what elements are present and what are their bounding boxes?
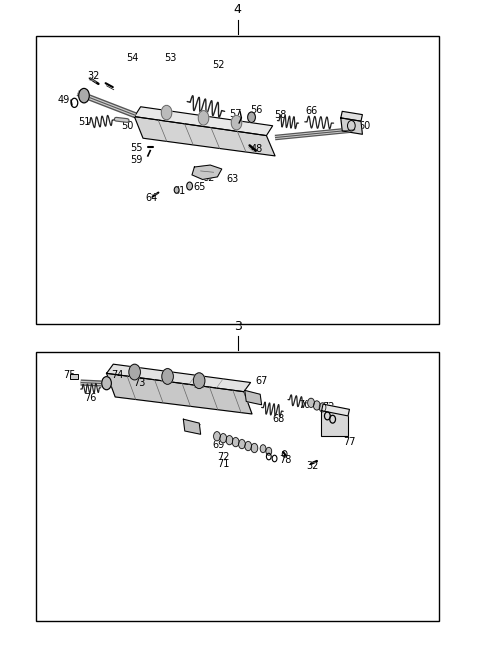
Text: 75: 75 xyxy=(63,369,76,380)
Text: 55: 55 xyxy=(131,143,143,153)
FancyBboxPatch shape xyxy=(321,410,348,436)
Polygon shape xyxy=(107,373,252,414)
Circle shape xyxy=(313,401,320,410)
Text: 59: 59 xyxy=(131,155,143,165)
Text: 60: 60 xyxy=(359,121,371,131)
Circle shape xyxy=(232,438,239,447)
Polygon shape xyxy=(107,364,251,392)
Bar xyxy=(36,352,439,621)
Polygon shape xyxy=(341,118,362,134)
Text: 53: 53 xyxy=(164,52,177,63)
Text: 74: 74 xyxy=(111,369,124,380)
Circle shape xyxy=(198,111,209,125)
Circle shape xyxy=(187,182,192,190)
Text: 58: 58 xyxy=(275,110,287,121)
Text: 71: 71 xyxy=(332,419,345,430)
Text: 70: 70 xyxy=(299,400,311,410)
Text: 3: 3 xyxy=(234,320,241,333)
Circle shape xyxy=(102,377,111,390)
Text: 57: 57 xyxy=(229,109,241,119)
Text: 62: 62 xyxy=(203,173,215,183)
Text: 67: 67 xyxy=(255,376,268,386)
Circle shape xyxy=(319,403,326,412)
Circle shape xyxy=(79,88,89,103)
Circle shape xyxy=(193,373,205,388)
Text: 63: 63 xyxy=(227,174,239,185)
Bar xyxy=(36,36,439,324)
Circle shape xyxy=(129,364,140,380)
Text: 72: 72 xyxy=(217,452,229,462)
Text: 68: 68 xyxy=(272,414,285,424)
Polygon shape xyxy=(134,117,275,156)
Text: 50: 50 xyxy=(121,121,133,131)
Circle shape xyxy=(308,398,314,407)
Circle shape xyxy=(266,447,272,455)
Circle shape xyxy=(251,443,258,453)
Text: 69: 69 xyxy=(212,440,225,451)
Text: 77: 77 xyxy=(343,437,356,447)
Polygon shape xyxy=(192,165,222,179)
Text: 71: 71 xyxy=(217,459,229,470)
Text: 51: 51 xyxy=(78,117,90,127)
Text: 73: 73 xyxy=(133,377,145,388)
Text: 32: 32 xyxy=(307,460,319,471)
Text: 48: 48 xyxy=(251,144,263,155)
Polygon shape xyxy=(341,111,362,121)
Text: 29: 29 xyxy=(193,380,205,390)
Circle shape xyxy=(239,440,245,449)
Circle shape xyxy=(174,187,179,193)
Polygon shape xyxy=(322,404,349,416)
Text: 65: 65 xyxy=(193,182,205,193)
Text: 61: 61 xyxy=(174,186,186,196)
Circle shape xyxy=(220,434,227,443)
Circle shape xyxy=(245,441,252,451)
Polygon shape xyxy=(245,390,262,405)
Text: 56: 56 xyxy=(251,105,263,115)
Text: 66: 66 xyxy=(306,106,318,117)
Text: 78: 78 xyxy=(279,455,292,465)
Text: 52: 52 xyxy=(212,60,225,71)
Text: 64: 64 xyxy=(145,193,157,203)
Circle shape xyxy=(161,105,172,120)
Polygon shape xyxy=(183,419,201,434)
Polygon shape xyxy=(134,107,273,136)
Circle shape xyxy=(231,115,242,130)
Text: 67: 67 xyxy=(190,424,202,434)
Text: 54: 54 xyxy=(126,52,138,63)
Text: 4: 4 xyxy=(234,3,241,16)
Text: 72: 72 xyxy=(323,402,335,413)
Circle shape xyxy=(162,369,173,384)
Circle shape xyxy=(248,112,255,122)
Bar xyxy=(70,374,78,379)
Circle shape xyxy=(214,432,220,441)
Circle shape xyxy=(226,436,233,445)
Text: 49: 49 xyxy=(57,94,70,105)
Text: 76: 76 xyxy=(84,392,96,403)
Circle shape xyxy=(260,445,266,453)
Text: 32: 32 xyxy=(87,71,100,81)
